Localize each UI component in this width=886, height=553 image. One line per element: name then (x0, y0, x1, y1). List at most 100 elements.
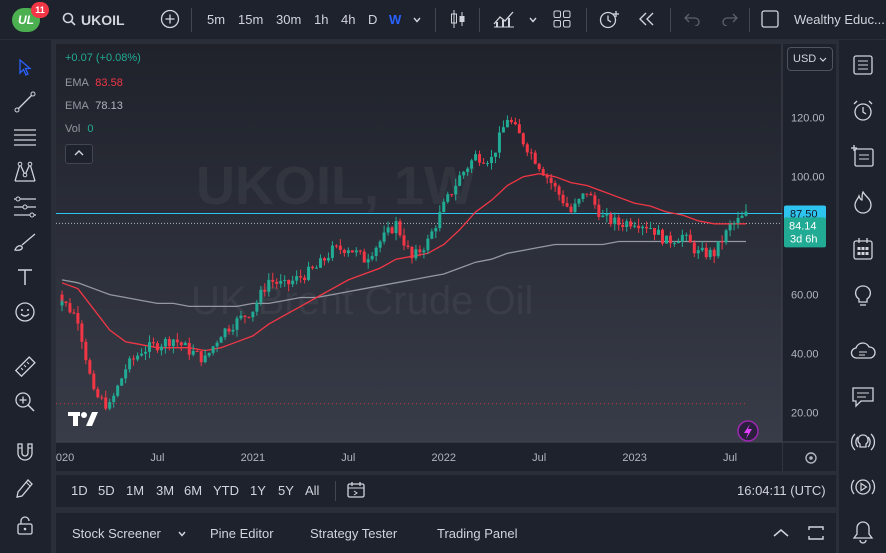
interval-30m[interactable]: 30m (276, 12, 302, 27)
notification-badge: 11 (31, 2, 49, 18)
fib-retracement-icon[interactable] (10, 192, 40, 222)
utc-clock[interactable]: 16:04:11 (UTC) (737, 483, 826, 498)
redo-icon[interactable] (722, 0, 738, 40)
candle-body (708, 249, 712, 258)
interval-D[interactable]: D (368, 12, 378, 27)
candle-body (653, 228, 657, 235)
candle-body (597, 204, 601, 218)
trend-line-icon[interactable] (10, 87, 40, 117)
pattern-tool-icon[interactable] (10, 157, 40, 187)
candle-body (664, 235, 668, 244)
lock-icon[interactable] (10, 510, 40, 540)
candle-body (426, 238, 430, 251)
candle-body (521, 133, 525, 145)
messages-icon[interactable] (848, 382, 878, 412)
cursor-icon[interactable] (10, 52, 40, 82)
volume-label: Vol (65, 123, 81, 135)
time-tick-1: Jul (150, 452, 164, 464)
alarm-clock-icon[interactable] (848, 96, 878, 126)
hotlists-flame-icon[interactable] (848, 187, 878, 217)
candle-body (509, 119, 513, 123)
calendar-icon[interactable] (848, 234, 878, 264)
interval-4h[interactable]: 4h (341, 12, 356, 27)
range-1M[interactable]: 1M (126, 483, 145, 498)
price-tick-4: 60.00 (791, 290, 819, 302)
ideas-lightbulb-icon[interactable] (848, 281, 878, 311)
candle-body (569, 206, 573, 213)
legend-ema-fast[interactable]: EMA 83.58 (65, 77, 123, 89)
candle-body (501, 127, 505, 133)
candle-body (140, 353, 144, 356)
emoji-icon[interactable] (10, 297, 40, 327)
range-6M[interactable]: 6M (184, 483, 203, 498)
candle-body (247, 316, 251, 318)
horizontal-lines-icon[interactable] (10, 122, 40, 152)
candle-body (410, 246, 414, 259)
interval-15m[interactable]: 15m (238, 12, 264, 27)
stock-screener-dropdown-icon[interactable] (177, 513, 187, 553)
interval-W[interactable]: W (389, 12, 402, 27)
interval-5m[interactable]: 5m (207, 12, 226, 27)
candle-body (155, 343, 159, 351)
indicators-dropdown-icon[interactable] (528, 0, 538, 40)
zoom-in-icon[interactable] (10, 387, 40, 417)
magnet-icon[interactable] (10, 437, 40, 467)
undo-icon[interactable] (684, 0, 700, 40)
maximize-panel-icon[interactable] (807, 513, 825, 553)
alert-clock-icon[interactable] (598, 0, 620, 40)
legend-ema-slow[interactable]: EMA 78.13 (65, 100, 123, 112)
range-1Y[interactable]: 1Y (250, 483, 266, 498)
price-axis-panel (782, 44, 836, 471)
streams-broadcast-icon[interactable] (848, 427, 878, 457)
interval-dropdown-icon[interactable] (412, 0, 422, 40)
range-5Y[interactable]: 5Y (278, 483, 294, 498)
goto-date-icon[interactable] (346, 475, 366, 507)
text-tool-icon[interactable] (10, 262, 40, 292)
candle-body (529, 152, 533, 154)
symbol-name[interactable]: UKOIL (81, 12, 125, 28)
range-All[interactable]: All (305, 483, 320, 498)
candles-chart-type-icon[interactable] (450, 0, 466, 40)
data-window-icon[interactable] (848, 141, 878, 171)
candle-body (418, 249, 422, 253)
symbol-search-icon[interactable] (62, 0, 76, 40)
candle-body (458, 175, 462, 186)
range-YTD[interactable]: YTD (213, 483, 239, 498)
range-1D[interactable]: 1D (71, 483, 88, 498)
tab-pine-editor[interactable]: Pine Editor (210, 526, 274, 541)
tab-strategy-tester[interactable]: Strategy Tester (310, 526, 398, 541)
legend-volume[interactable]: Vol 0 (65, 123, 93, 135)
candle-body (414, 249, 418, 259)
candle-body (617, 217, 621, 225)
interval-1h[interactable]: 1h (314, 12, 329, 27)
candle-body (144, 351, 148, 354)
play-replay-icon[interactable] (848, 472, 878, 502)
candle-body (307, 266, 311, 280)
watchlist-icon[interactable] (848, 50, 878, 80)
indicators-icon[interactable] (493, 0, 515, 40)
collapse-panel-chevron-icon[interactable] (772, 513, 790, 553)
collapse-legend-button[interactable] (65, 144, 93, 164)
notifications-bell-icon[interactable] (848, 517, 878, 547)
tab-trading-panel[interactable]: Trading Panel (437, 526, 518, 541)
range-3M[interactable]: 3M (156, 483, 175, 498)
price-tick-6: 20.00 (791, 408, 819, 420)
volume-value: 0 (87, 123, 94, 135)
tab-stock-screener[interactable]: Stock Screener (72, 526, 161, 541)
layout-grid-icon[interactable] (553, 0, 571, 40)
account-name[interactable]: Wealthy Educ... (794, 12, 885, 27)
compare-add-icon[interactable] (160, 0, 180, 40)
chats-cloud-icon[interactable] (848, 336, 878, 366)
currency-select[interactable]: USD (787, 47, 833, 71)
checkbox-icon[interactable] (761, 0, 779, 40)
replay-rewind-icon[interactable] (638, 0, 656, 40)
stay-in-drawing-mode-icon[interactable] (10, 472, 40, 502)
candle-body (585, 193, 589, 195)
range-5D[interactable]: 5D (98, 483, 115, 498)
candle-body (104, 397, 108, 409)
brush-icon[interactable] (10, 227, 40, 257)
drawing-toolbar (0, 40, 52, 553)
ruler-icon[interactable] (10, 352, 40, 382)
